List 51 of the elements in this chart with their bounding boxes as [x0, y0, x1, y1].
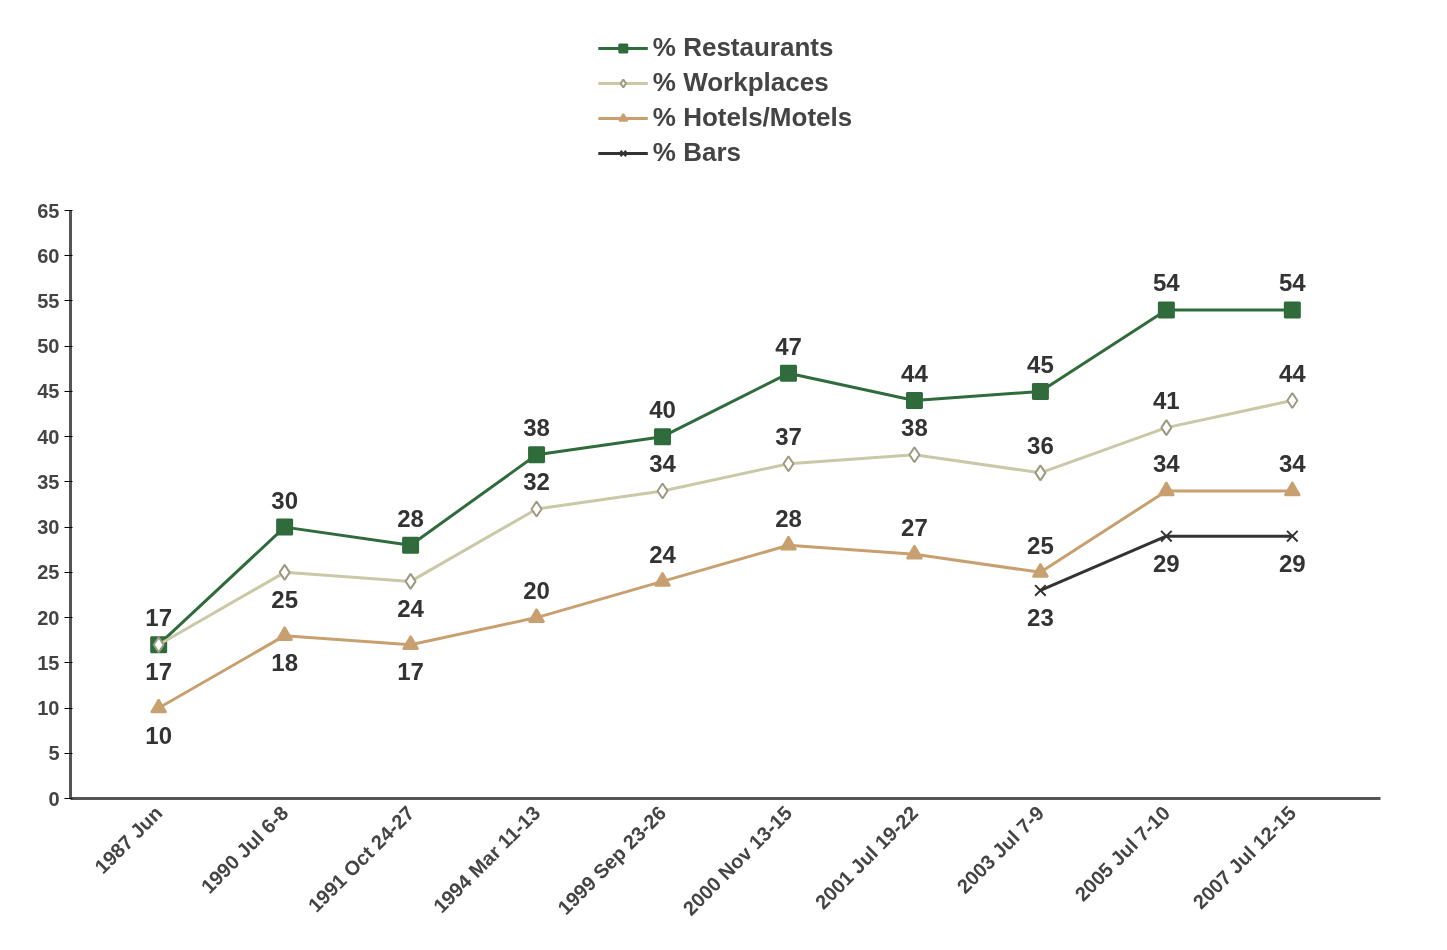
- y-tick-label: 40: [37, 425, 60, 448]
- data-label: 20: [523, 577, 550, 605]
- data-label: 44: [1278, 359, 1307, 387]
- data-label: 45: [1027, 350, 1054, 378]
- data-label: 54: [1278, 269, 1307, 297]
- data-label: 47: [775, 332, 802, 360]
- data-label: 25: [1027, 531, 1054, 559]
- y-tick-label: 50: [37, 335, 60, 358]
- legend-label: % Workplaces: [652, 67, 829, 98]
- data-label: 30: [271, 486, 298, 514]
- data-label: 38: [901, 414, 928, 442]
- data-label: 24: [397, 594, 425, 622]
- legend-label: % Hotels/Motels: [652, 102, 853, 133]
- data-label: 38: [523, 414, 550, 442]
- y-tick-label: 15: [37, 651, 60, 674]
- y-tick-label: 30: [37, 516, 60, 539]
- data-label: 29: [1153, 549, 1180, 577]
- y-tick-label: 35: [37, 470, 60, 493]
- data-label: 34: [1278, 450, 1307, 478]
- data-label: 17: [145, 658, 173, 686]
- y-tick-label: 10: [37, 697, 60, 720]
- y-tick-label: 45: [37, 380, 60, 403]
- data-label: 32: [523, 468, 550, 496]
- y-tick-label: 20: [37, 606, 60, 629]
- data-label: 28: [397, 504, 424, 532]
- data-label: 24: [649, 540, 677, 568]
- y-tick-label: 5: [48, 742, 60, 765]
- data-label: 34: [1153, 450, 1181, 478]
- data-label: 37: [775, 423, 802, 451]
- data-label: 23: [1027, 603, 1054, 631]
- y-tick-label: 55: [37, 289, 60, 312]
- data-label: 41: [1153, 387, 1180, 415]
- data-label: 44: [901, 359, 929, 387]
- legend-label: % Restaurants: [652, 32, 834, 63]
- data-label: 17: [397, 658, 424, 686]
- data-label: 34: [649, 450, 677, 478]
- y-tick-label: 65: [37, 199, 60, 222]
- y-tick-label: 25: [37, 561, 60, 584]
- data-label: 54: [1153, 269, 1181, 297]
- data-label: 17: [145, 604, 173, 632]
- data-label: 10: [145, 721, 173, 749]
- data-label: 29: [1278, 549, 1306, 577]
- y-tick-label: 0: [48, 787, 60, 810]
- data-label: 18: [271, 649, 298, 677]
- y-tick-label: 60: [37, 244, 60, 267]
- data-label: 27: [901, 513, 928, 541]
- legend-label: % Bars: [652, 137, 741, 168]
- data-label: 40: [649, 396, 676, 424]
- data-label: 36: [1027, 432, 1054, 460]
- data-label: 28: [775, 504, 802, 532]
- data-label: 25: [271, 585, 298, 613]
